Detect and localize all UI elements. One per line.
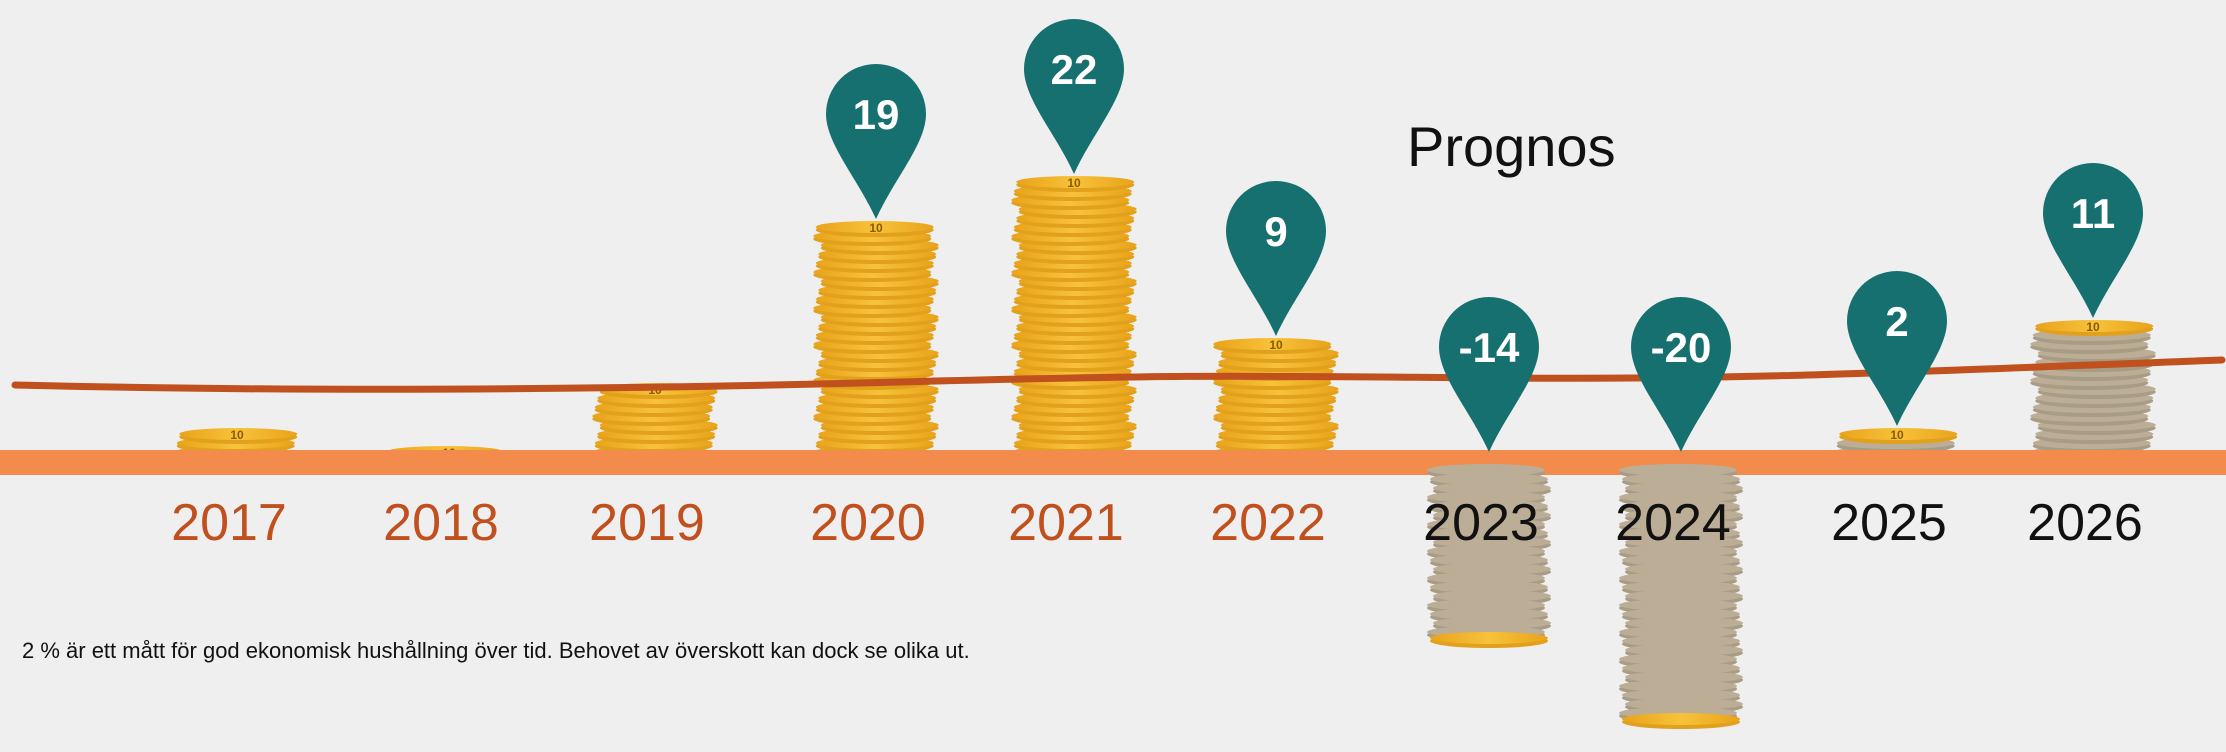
value-pin-2021: 22 bbox=[1024, 19, 1124, 174]
value-pin-2024: -20 bbox=[1631, 297, 1731, 452]
value-label: 9 bbox=[1264, 208, 1287, 255]
coin-stack-2024 bbox=[1619, 464, 1743, 729]
value-label: 11 bbox=[2071, 190, 2115, 237]
value-label: -20 bbox=[1651, 324, 1712, 371]
value-pin-2020: 19 bbox=[826, 64, 926, 219]
value-pin-2025: 2 bbox=[1847, 271, 1947, 426]
year-label-2026: 2026 bbox=[2027, 494, 2143, 552]
forecast-title: Prognos bbox=[1407, 115, 1616, 178]
year-label-2020: 2020 bbox=[810, 494, 926, 552]
negative-stacks-layer bbox=[1427, 464, 1743, 729]
value-pins-layer: 19 22 9 -14 -20 2 11 bbox=[826, 19, 2143, 452]
coin-stack-2023 bbox=[1427, 464, 1551, 648]
coin-bottom bbox=[1430, 632, 1548, 648]
footnote: 2 % är ett mått för god ekonomisk hushål… bbox=[22, 638, 970, 663]
year-label-2018: 2018 bbox=[383, 494, 499, 552]
coin bbox=[179, 428, 298, 444]
coin-stack-2026: 10 bbox=[2030, 320, 2156, 462]
baseline-band bbox=[0, 450, 2226, 475]
coin bbox=[2035, 320, 2154, 336]
coin-stack-2025: 10 bbox=[1834, 428, 1958, 462]
value-pin-2022: 9 bbox=[1226, 181, 1326, 336]
value-label: 22 bbox=[1051, 46, 1098, 93]
coin bbox=[1213, 338, 1332, 354]
coin bbox=[1016, 176, 1135, 192]
year-labels-layer: 2017 2018 2019 2020 2021 2022 2023 2024 2025 2026 bbox=[171, 494, 2143, 552]
coin-stack-2021: 10 bbox=[1011, 176, 1137, 462]
year-label-2021: 2021 bbox=[1008, 494, 1124, 552]
value-pin-2026: 11 bbox=[2043, 163, 2143, 318]
coin-denomination-label: 10 bbox=[1890, 428, 1904, 442]
year-label-2024: 2024 bbox=[1615, 494, 1731, 552]
value-label: 2 bbox=[1885, 298, 1908, 345]
year-label-2025: 2025 bbox=[1831, 494, 1947, 552]
year-label-2022: 2022 bbox=[1210, 494, 1326, 552]
coin-denomination-label: 10 bbox=[230, 428, 244, 442]
coin-denomination-label: 10 bbox=[1067, 176, 1081, 190]
coin bbox=[1839, 428, 1958, 444]
year-label-2023: 2023 bbox=[1423, 494, 1539, 552]
year-label-2019: 2019 bbox=[589, 494, 705, 552]
coin bbox=[815, 221, 934, 237]
coin-bottom bbox=[1622, 713, 1740, 729]
year-label-2017: 2017 bbox=[171, 494, 287, 552]
coin-stack-2022: 10 bbox=[1213, 338, 1339, 462]
value-pin-2023: -14 bbox=[1439, 297, 1539, 452]
trend-line bbox=[11, 356, 2226, 393]
coin-stack-2020: 10 bbox=[813, 221, 939, 462]
coin-denomination-label: 10 bbox=[2086, 320, 2100, 334]
coin-denomination-label: 10 bbox=[869, 221, 883, 235]
value-label: -14 bbox=[1459, 324, 1520, 371]
value-label: 19 bbox=[853, 91, 900, 138]
coin-denomination-label: 10 bbox=[1269, 338, 1283, 352]
